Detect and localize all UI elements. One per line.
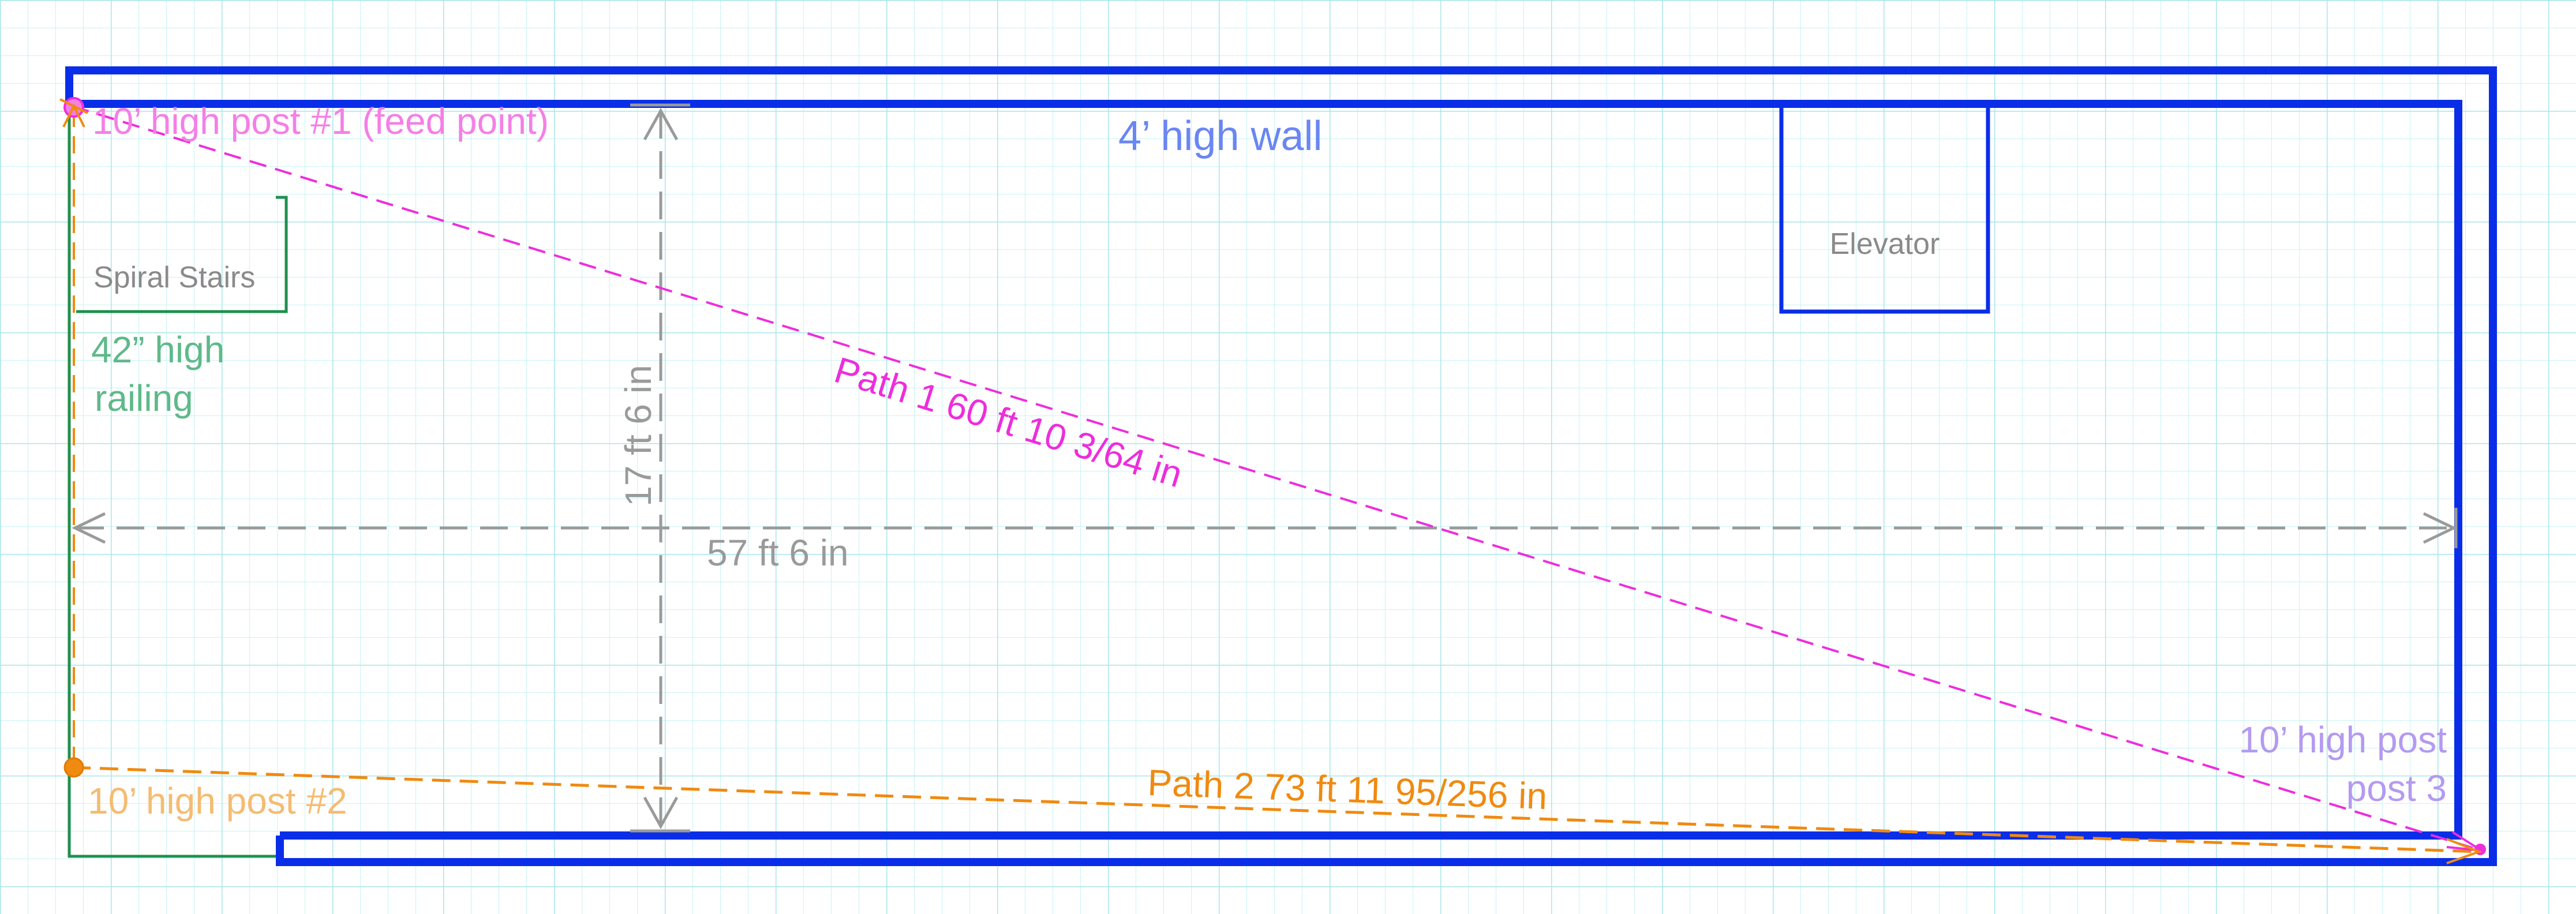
- path2-line: [72, 766, 2477, 853]
- dimension-height-arrow-bottom: [643, 796, 679, 830]
- post3-label-line2: post 3: [2346, 767, 2447, 809]
- post3-arrow-path2: [2446, 838, 2483, 864]
- path1-line: [72, 105, 2482, 852]
- dimension-width-arrow-left: [72, 512, 106, 544]
- spiral-stairs-label: Spiral Stairs: [93, 261, 255, 294]
- post2-marker: [63, 757, 84, 778]
- post1-arrow: [62, 103, 85, 128]
- dimension-height-arrow-top: [643, 107, 679, 141]
- dimension-width-arrow-right: [2423, 512, 2457, 544]
- post2-label: 10’ high post #2: [88, 780, 347, 822]
- dimension-height-label: 17 ft 6 in: [617, 365, 659, 507]
- elevator-label: Elevator: [1830, 227, 1940, 261]
- railing-label-line2: railing: [95, 377, 193, 419]
- elevator-box: [1779, 103, 1990, 314]
- dimension-width-label: 57 ft 6 in: [707, 532, 849, 574]
- post1-label: 10’ high post #1 (feed point): [92, 100, 549, 142]
- railing-label-line1: 42” high: [91, 329, 224, 370]
- spiral-stairs-railing: [76, 196, 288, 313]
- post3-label-line1: 10’ high post: [2238, 719, 2447, 761]
- inner-wall: [72, 100, 2462, 840]
- post3-arrow-path1: [2446, 831, 2483, 852]
- wall-label: 4’ high wall: [1118, 113, 1323, 159]
